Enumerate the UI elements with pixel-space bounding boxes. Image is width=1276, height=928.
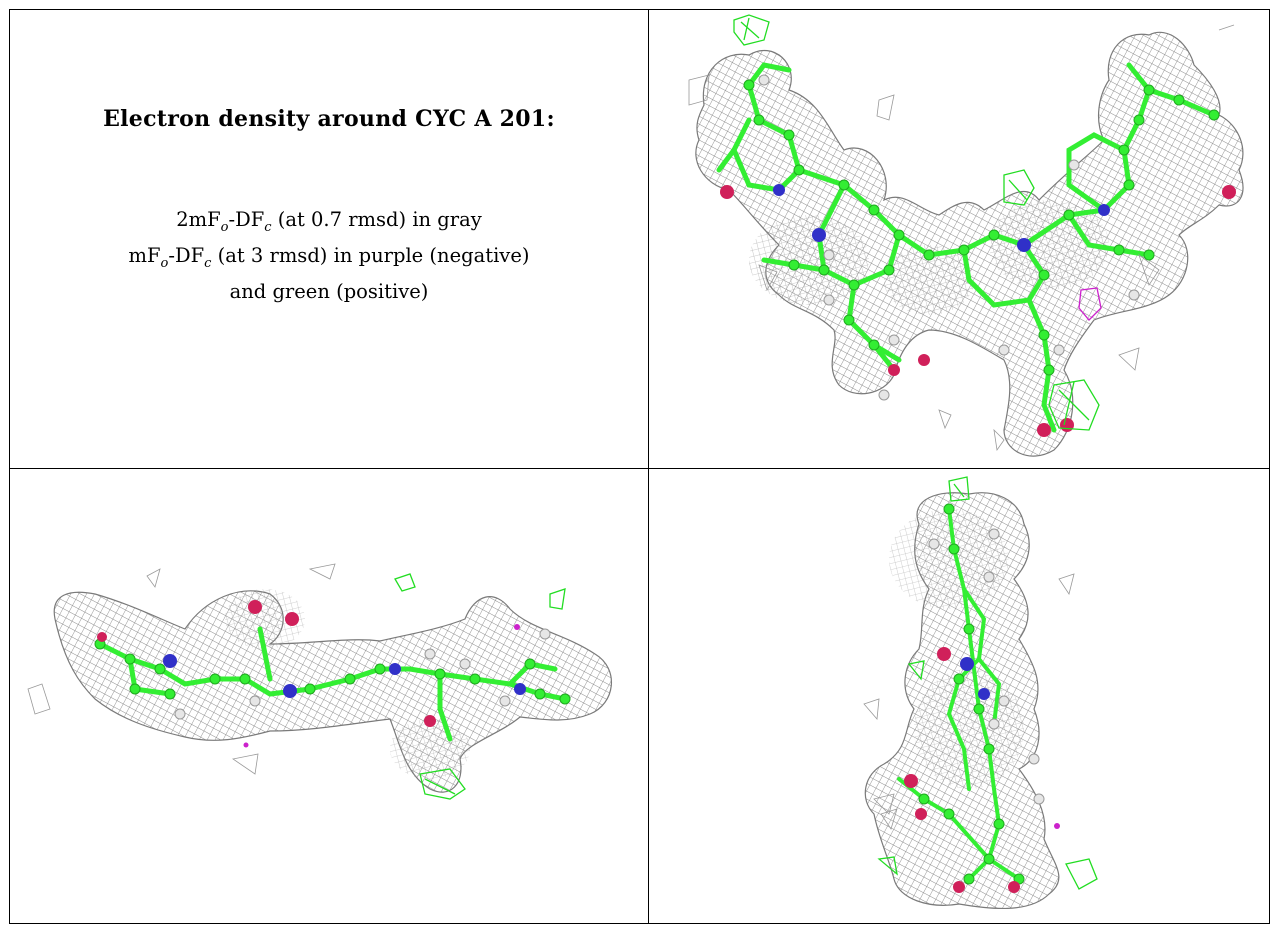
legend-text: -DF [168,243,205,267]
legend-text: 2mF [176,208,221,231]
density-render-edge [863,476,1098,909]
legend-line-3: and green (positive) [229,279,429,303]
legend-line-2mfo: 2mFo-DFc (at 0.7 rmsd) in gray [10,206,648,242]
legend-line-mfo: mFo-DFc (at 3 rmsd) in purple (negative) [10,242,648,278]
legend-sub: o [160,255,169,271]
positive-density [733,14,1100,431]
nitrogen-atoms [773,184,1110,252]
column-divider [648,9,649,924]
negative-density [243,624,520,748]
hydrogen-atoms [928,528,1045,805]
noise-mesh [863,573,1075,830]
mesh-overlay [749,200,1109,315]
density-image-front [649,10,1269,468]
nitrogen-atoms [960,657,990,700]
density-render-front [688,14,1244,457]
row-divider [9,468,1270,469]
legend-text: (at 3 rmsd) in purple (negative) [211,243,530,267]
noise-mesh [688,24,1235,452]
positive-density [877,476,1098,890]
density-legend: 2mFo-DFc (at 0.7 rmsd) in gray mFo-DFc (… [10,206,648,306]
positive-density [394,573,566,800]
nitrogen-atoms [163,654,526,698]
legend-sub: c [204,255,212,271]
legend-text: (at 0.7 rmsd) in gray [271,208,482,231]
legend-text: mF [128,243,161,267]
figure-title: Electron density around CYC A 201: [103,106,555,132]
table-frame [9,9,1270,924]
density-image-side [10,469,648,923]
carbon-atoms [94,638,571,705]
density-image-edge [649,469,1269,923]
density-render-side [27,563,612,800]
oxygen-atoms [97,600,436,727]
hydrogen-atoms [174,628,551,720]
caption-cell: Electron density around CYC A 201: 2mFo-… [10,10,648,468]
negative-density [1054,823,1060,829]
carbon-atoms [918,503,1025,885]
legend-sub: c [264,219,272,235]
legend-sub: o [220,219,229,235]
noise-mesh [27,563,336,775]
legend-text: -DF [228,208,265,231]
negative-density [1078,287,1102,321]
carbon-atoms [743,79,1220,376]
hydrogen-atoms [758,74,1140,401]
oxygen-atoms [904,647,1020,893]
